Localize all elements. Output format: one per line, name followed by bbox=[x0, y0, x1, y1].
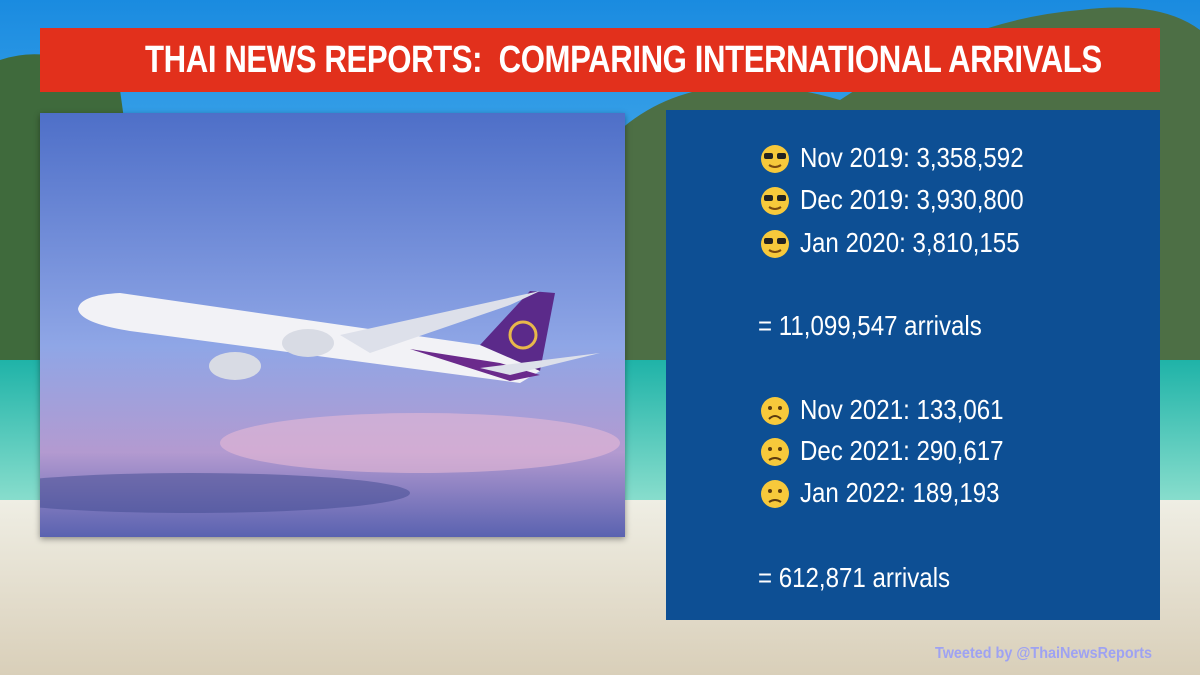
emoji-frown bbox=[761, 480, 789, 508]
arrivals-row: Jan 2020: 3,810,155 bbox=[800, 227, 1020, 258]
stats-panel bbox=[666, 110, 1160, 620]
arrivals-total: = 11,099,547 arrivals bbox=[758, 310, 982, 341]
arrivals-row: Dec 2021: 290,617 bbox=[800, 435, 1004, 466]
title-bar: THAI NEWS REPORTS: COMPARING INTERNATION… bbox=[40, 28, 1160, 92]
title: THAI NEWS REPORTS: COMPARING INTERNATION… bbox=[145, 39, 1102, 81]
arrivals-row: Nov 2021: 133,061 bbox=[800, 394, 1004, 425]
emoji-frown bbox=[761, 438, 789, 466]
arrivals-row: Jan 2022: 189,193 bbox=[800, 477, 1000, 508]
emoji-cool bbox=[761, 187, 789, 215]
arrivals-total: = 612,871 arrivals bbox=[758, 562, 951, 593]
emoji-cool bbox=[761, 145, 789, 173]
emoji-frown bbox=[761, 397, 789, 425]
credit: Tweeted by @ThaiNewsReports bbox=[935, 645, 1153, 662]
arrivals-row: Dec 2019: 3,930,800 bbox=[800, 184, 1024, 215]
emoji-cool bbox=[761, 230, 789, 258]
arrivals-row: Nov 2019: 3,358,592 bbox=[800, 142, 1024, 173]
airplane-photo bbox=[40, 113, 625, 537]
